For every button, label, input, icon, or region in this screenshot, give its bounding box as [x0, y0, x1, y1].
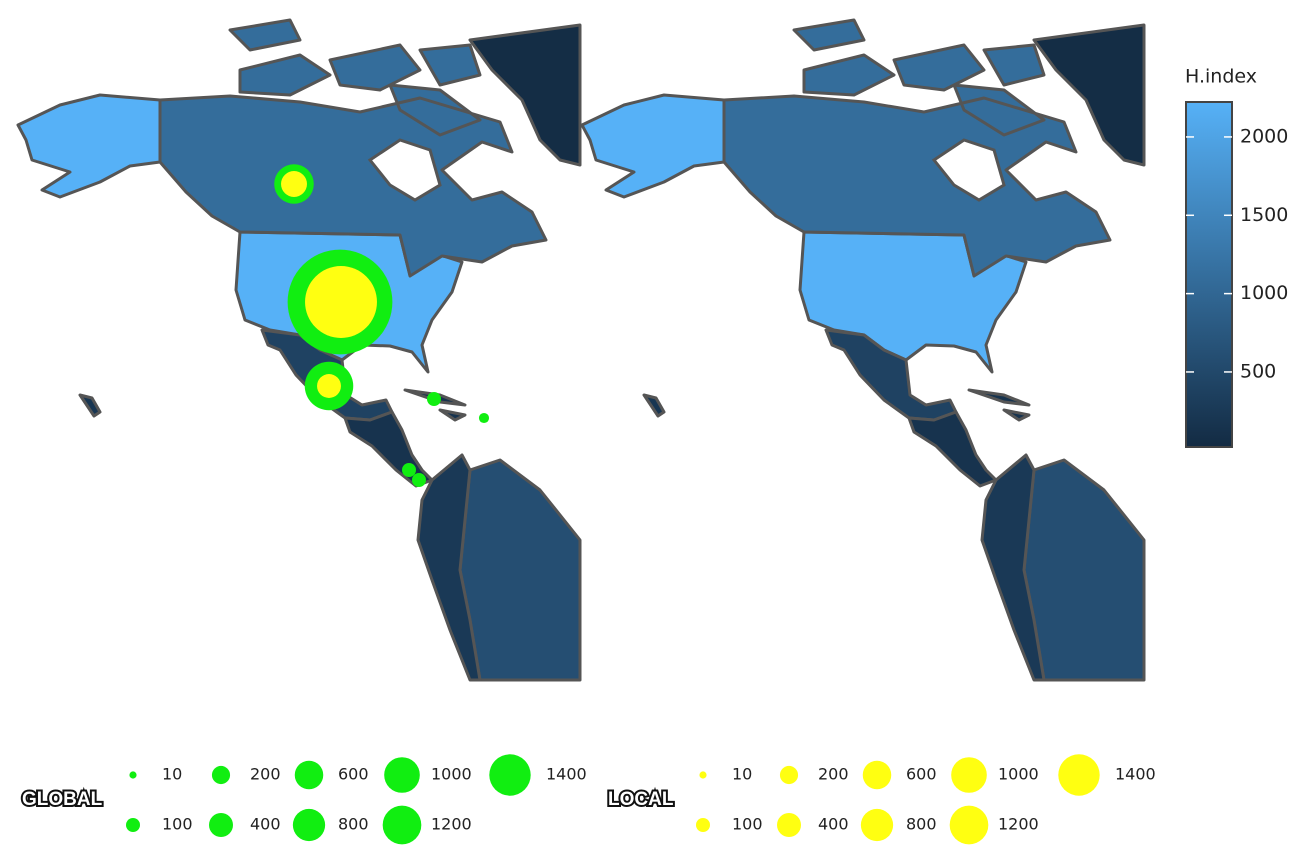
size-legend-label: 200	[250, 765, 281, 784]
color-tick-label: 1500	[1240, 204, 1288, 226]
color-legend-title: H.index	[1185, 66, 1257, 88]
size-legend-label: 1400	[546, 765, 587, 784]
bubble	[402, 463, 416, 477]
size-legend-label: 800	[338, 815, 369, 834]
size-legend-label: 1000	[998, 765, 1039, 784]
size-legend-key	[126, 818, 140, 832]
size-legend-label: 100	[162, 815, 193, 834]
region	[78, 393, 102, 418]
size-legend-label: 600	[338, 765, 369, 784]
region	[722, 18, 1112, 278]
size-legend-label: 600	[906, 765, 937, 784]
size-legend-key	[294, 760, 324, 790]
bubble	[427, 392, 441, 406]
color-tick-label: 2000	[1240, 125, 1288, 147]
size-legend-key	[699, 771, 707, 779]
size-legend-label: 200	[818, 765, 849, 784]
bubble	[305, 266, 377, 338]
map	[16, 18, 582, 682]
region	[458, 458, 582, 682]
size-legend-key	[489, 754, 531, 796]
size-legend-key	[951, 757, 987, 793]
size-legend-label: 1200	[431, 815, 472, 834]
size-legend-key	[777, 813, 801, 837]
map	[580, 18, 1146, 682]
hudson-bay	[931, 138, 1006, 202]
size-legend-label: 100	[732, 815, 763, 834]
color-bar	[1185, 101, 1233, 448]
size-legend-key	[949, 805, 989, 845]
size-legend-label: 10	[732, 765, 752, 784]
bubble	[281, 171, 307, 197]
hudson-bay	[367, 138, 442, 202]
size-legend-key	[382, 805, 422, 845]
region	[1022, 458, 1146, 682]
size-legend-key	[129, 771, 137, 779]
color-tick-label: 500	[1240, 360, 1276, 382]
region	[468, 23, 582, 167]
size-legend-title: LOCAL	[608, 789, 674, 810]
bubble	[317, 374, 341, 398]
bubble	[412, 473, 426, 487]
size-legend-key	[862, 760, 892, 790]
region	[158, 18, 548, 278]
size-legend-label: 10	[162, 765, 182, 784]
size-legend-key	[860, 808, 894, 842]
size-legend-label: 400	[818, 815, 849, 834]
size-legend-label: 400	[250, 815, 281, 834]
size-legend-key	[211, 765, 231, 785]
color-tick-label: 1000	[1240, 282, 1288, 304]
size-legend-key	[292, 808, 326, 842]
size-legend-key	[209, 813, 233, 837]
region	[980, 453, 1046, 682]
size-legend-label: 1200	[998, 815, 1039, 834]
region	[907, 388, 1031, 488]
size-legend-label: 1000	[431, 765, 472, 784]
region	[642, 393, 666, 418]
size-legend-key	[696, 818, 710, 832]
size-legend-title: GLOBAL	[22, 789, 103, 810]
size-legend-label: 800	[906, 815, 937, 834]
bubble	[478, 412, 490, 424]
size-legend-key	[779, 765, 799, 785]
region	[1032, 23, 1146, 167]
size-legend-key	[384, 757, 420, 793]
region	[416, 453, 482, 682]
size-legend-key	[1058, 754, 1100, 796]
size-legend-label: 1400	[1115, 765, 1156, 784]
